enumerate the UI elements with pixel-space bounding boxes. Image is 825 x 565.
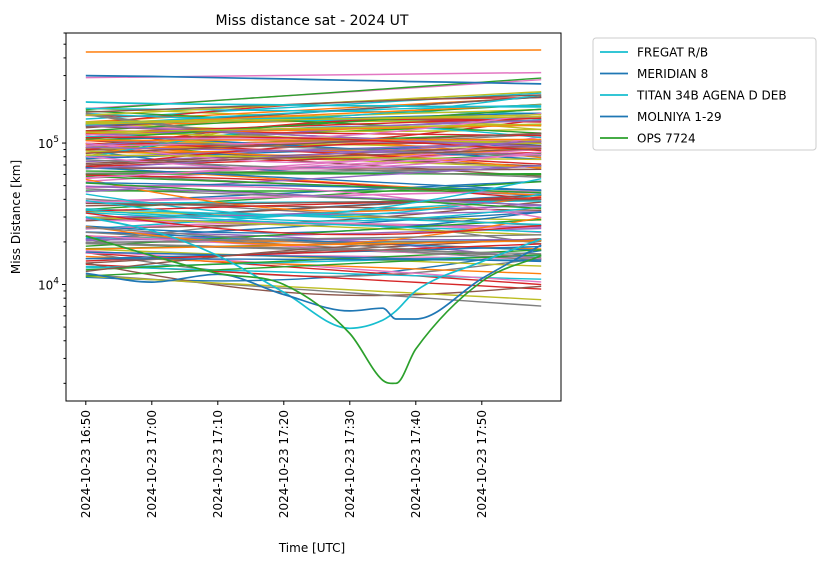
background-track <box>85 132 542 154</box>
background-track <box>85 166 542 169</box>
background-track <box>85 139 542 157</box>
background-track <box>85 275 542 301</box>
background-track <box>85 136 542 164</box>
chart-title: Miss distance sat - 2024 UT <box>216 13 409 29</box>
x-tick-label-3: 2024-10-23 17:10 <box>211 410 225 518</box>
series-line-3 <box>85 101 542 108</box>
background-track <box>85 212 542 236</box>
y-tick-label-1: 104 <box>38 276 59 292</box>
series-lines <box>85 74 542 385</box>
background-track <box>85 222 542 234</box>
background-track <box>85 108 542 140</box>
series-line-1 <box>85 216 542 330</box>
background-track <box>85 254 542 277</box>
background-track <box>85 199 542 222</box>
background-track <box>85 124 542 148</box>
legend-box <box>592 37 817 151</box>
background-track <box>85 198 542 207</box>
legend-label-3: TITAN 34B AGENA D DEB <box>636 89 787 103</box>
background-track <box>85 226 542 259</box>
x-tick-label-7: 2024-10-23 17:50 <box>475 410 489 518</box>
legend-label-1: FREGAT R/B <box>637 46 708 60</box>
background-track <box>85 140 542 170</box>
background-track <box>85 242 542 255</box>
series-line-5 <box>85 235 542 385</box>
background-track <box>85 151 542 170</box>
legend-label-2: MERIDIAN 8 <box>637 67 708 81</box>
background-track <box>85 216 542 236</box>
x-tick-label-4: 2024-10-23 17:20 <box>277 410 291 518</box>
background-track <box>85 262 542 297</box>
legend-label-5: OPS 7724 <box>637 132 696 146</box>
background-track <box>85 148 542 166</box>
background-track <box>85 208 542 226</box>
series-line-2 <box>85 244 542 320</box>
background-track <box>85 204 542 222</box>
background-track <box>85 211 542 233</box>
x-tick-label-1: 2024-10-23 16:50 <box>79 410 93 518</box>
y-axis: 104 105 <box>38 32 66 384</box>
x-axis: 2024-10-23 16:50 2024-10-23 17:00 2024-10-… <box>79 401 489 518</box>
background-track <box>85 138 542 142</box>
x-tick-label-6: 2024-10-23 17:40 <box>409 410 423 518</box>
background-track <box>85 94 542 113</box>
background-track <box>85 116 542 123</box>
background-track <box>85 234 542 244</box>
background-track <box>85 110 542 134</box>
x-tick-label-2: 2024-10-23 17:00 <box>145 410 159 518</box>
background-track <box>85 185 542 206</box>
y-tick-label-2: 105 <box>38 135 59 151</box>
legend: FREGAT R/B MERIDIAN 8 TITAN 34B AGENA D DE… <box>592 37 817 151</box>
background-track <box>85 178 542 218</box>
background-lines <box>85 49 542 307</box>
legend-label-4: MOLNIYA 1-29 <box>637 110 722 124</box>
y-axis-label: Miss Distance [km] <box>9 160 23 274</box>
background-track <box>85 185 542 219</box>
background-track <box>85 175 542 194</box>
background-track <box>85 123 542 133</box>
x-axis-label: Time [UTC] <box>278 541 345 555</box>
background-track <box>85 248 542 267</box>
background-track <box>85 182 542 191</box>
background-track <box>85 250 542 283</box>
background-track <box>85 239 542 250</box>
series-line-4 <box>85 74 542 85</box>
x-tick-label-5: 2024-10-23 17:30 <box>343 410 357 518</box>
background-track <box>85 94 542 120</box>
background-track <box>85 49 542 53</box>
background-track <box>85 153 542 179</box>
